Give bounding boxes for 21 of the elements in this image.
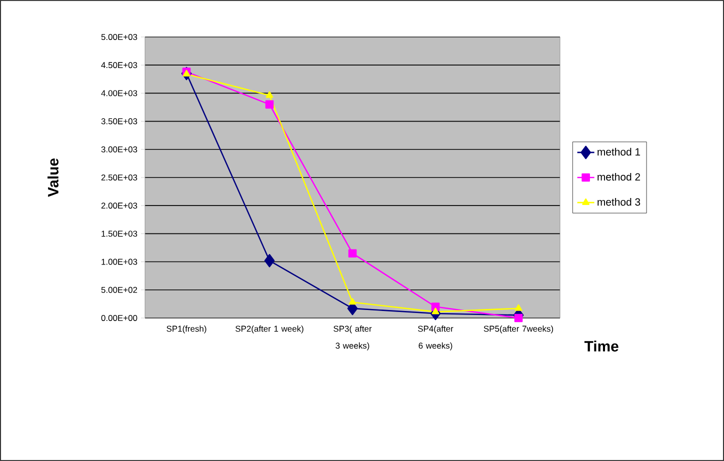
y-tick-label: 4.50E+03 bbox=[101, 62, 138, 68]
y-tick-label: 3.50E+03 bbox=[101, 118, 138, 124]
x-axis-title: Time bbox=[584, 340, 618, 352]
y-tick-label: 2.50E+03 bbox=[101, 174, 138, 180]
y-tick-label: 5.00E+03 bbox=[101, 34, 138, 40]
x-tick-label: SP5(after 7weeks) bbox=[484, 326, 554, 334]
x-tick-label: SP4(after 6 weeks) bbox=[418, 326, 454, 350]
x-tick-label: SP2(after 1 week) bbox=[236, 326, 304, 334]
legend-label: method 3 bbox=[598, 198, 640, 206]
y-tick-label: 4.00E+03 bbox=[101, 90, 138, 96]
y-tick-label: 3.00E+03 bbox=[101, 146, 138, 152]
y-tick-label: 1.00E+03 bbox=[102, 258, 138, 265]
y-tick-label: 5.00E+02 bbox=[101, 286, 138, 293]
y-tick-label: 0.00E+00 bbox=[101, 314, 138, 321]
y-tick-label: 2.00E+03 bbox=[101, 202, 138, 209]
legend-label: method 2 bbox=[598, 172, 640, 181]
x-tick-label: SP3( after 3 weeks) bbox=[334, 326, 372, 350]
legend-label: method 1 bbox=[598, 148, 640, 156]
y-axis-title: Value bbox=[48, 158, 58, 197]
y-tick-label: 1.50E+03 bbox=[102, 230, 138, 237]
x-tick-label: SP1(fresh) bbox=[166, 326, 206, 334]
